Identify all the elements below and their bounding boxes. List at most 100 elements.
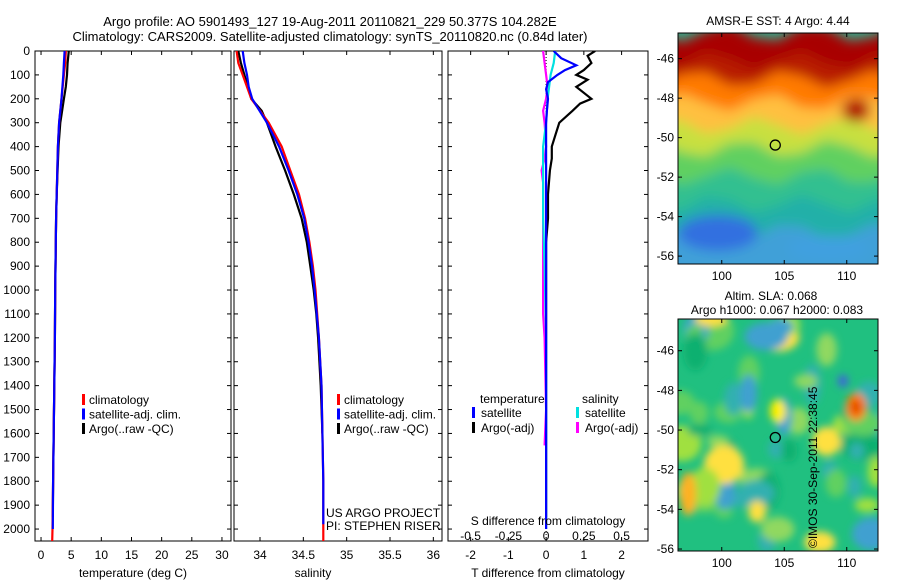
legend-title: temperature bbox=[480, 392, 545, 406]
y-tick-label: 700 bbox=[10, 211, 30, 225]
y-tick-label: 1800 bbox=[3, 474, 30, 488]
x-tick-label: 34.5 bbox=[292, 548, 316, 562]
legend-label: satellite-adj. clim. bbox=[344, 408, 436, 422]
y-tick-label: 1500 bbox=[3, 403, 30, 417]
profile-panel-1: 0100200300400500600700800900100011001200… bbox=[3, 44, 232, 580]
map-frame bbox=[677, 318, 879, 552]
series-line-1 bbox=[544, 51, 579, 529]
legend-label: Argo(..raw -QC) bbox=[89, 422, 174, 436]
x-tick-label: 0 bbox=[38, 548, 45, 562]
legend-label: Argo(-adj) bbox=[585, 421, 638, 435]
x-tick-label: 35.5 bbox=[378, 548, 402, 562]
axes-box bbox=[447, 50, 649, 542]
y-tick-label: 1900 bbox=[3, 498, 30, 512]
y-tick-label: 1400 bbox=[3, 379, 30, 393]
legend-swatch bbox=[472, 407, 475, 418]
annotation-text: US ARGO PROJECT bbox=[326, 506, 441, 520]
x-tick-label: 110 bbox=[837, 269, 856, 283]
y-tick-label: 2000 bbox=[3, 522, 30, 536]
legend-swatch bbox=[472, 422, 475, 433]
heatmap-field bbox=[678, 319, 878, 551]
x-tick-label: 15 bbox=[125, 548, 139, 562]
map-frame bbox=[677, 32, 879, 265]
title-line-1: Argo profile: AO 5901493_127 19-Aug-2011… bbox=[103, 14, 557, 29]
map-title: Altim. SLA: 0.068 bbox=[725, 289, 818, 303]
y-tick-label: -50 bbox=[657, 131, 675, 145]
copyright-stamp: ©IMOS 30-Sep-2011 22:38:45 bbox=[806, 386, 820, 548]
x-tick-label: -1 bbox=[503, 548, 514, 562]
legend-label: satellite-adj. clim. bbox=[89, 408, 181, 422]
heatmap-field bbox=[678, 33, 878, 264]
y-tick-label: -52 bbox=[657, 170, 675, 184]
s-axis-group: S difference from climatology-0.5 -0.25 0 0… bbox=[460, 514, 630, 543]
x-tick-label: 30 bbox=[215, 548, 229, 562]
x-tick-label: 0 bbox=[543, 548, 550, 562]
s-axis-label: S difference from climatology bbox=[471, 514, 626, 528]
legend-label: climatology bbox=[89, 393, 149, 407]
legend-3: temperature salinitysatelliteArgo(-adj)sa… bbox=[472, 392, 638, 435]
y-tick-label: -48 bbox=[657, 383, 675, 397]
y-tick-label: 600 bbox=[10, 187, 30, 201]
profile-panel-2: 34 34.5 35 35.5 36 salinity bbox=[233, 50, 443, 580]
x-tick-label: 36 bbox=[427, 548, 441, 562]
s-tick-label: -0.5 bbox=[460, 529, 481, 543]
legend-swatch bbox=[337, 423, 340, 434]
map-title: AMSR-E SST: 4 Argo: 4.44 bbox=[706, 14, 850, 28]
y-tick-label: 1200 bbox=[3, 331, 30, 345]
legend-swatch bbox=[82, 423, 85, 434]
y-tick-label: -56 bbox=[657, 249, 675, 263]
y-tick-label: -54 bbox=[657, 210, 675, 224]
y-tick-label: 1600 bbox=[3, 426, 30, 440]
y-tick-label: 900 bbox=[10, 259, 30, 273]
x-tick-label: 25 bbox=[185, 548, 199, 562]
y-tick-label: -46 bbox=[657, 52, 675, 66]
x-tick-label: 1 bbox=[581, 548, 588, 562]
legend-swatch bbox=[337, 394, 340, 405]
series-group bbox=[51, 51, 70, 541]
map-subtitle: Argo h1000: 0.067 h2000: 0.083 bbox=[691, 303, 863, 317]
y-tick-label: 300 bbox=[10, 116, 30, 130]
x-tick-label: -2 bbox=[465, 548, 476, 562]
y-tick-label: 1700 bbox=[3, 450, 30, 464]
legend-label: satellite bbox=[481, 406, 522, 420]
y-tick-label: 0 bbox=[23, 44, 30, 58]
argo-location-marker bbox=[769, 139, 781, 151]
s-tick-label: -0.25 bbox=[495, 529, 523, 543]
x-tick-label: 110 bbox=[837, 556, 856, 570]
y-tick-label: 800 bbox=[10, 235, 30, 249]
y-tick-label: 1100 bbox=[4, 307, 30, 321]
title-line-2: Climatology: CARS2009. Satellite-adjuste… bbox=[72, 29, 588, 44]
y-tick-label: 1300 bbox=[3, 355, 30, 369]
y-tick-label: -52 bbox=[657, 463, 675, 477]
y-tick-label: -50 bbox=[657, 423, 675, 437]
map-panel-1: 100 105 110 -46 -48 -50 -52 -54 -56 AMSR-E SST: 4… bbox=[657, 14, 879, 283]
legend-swatch bbox=[576, 422, 579, 433]
x-tick-label: 5 bbox=[68, 548, 75, 562]
y-tick-label: 400 bbox=[10, 140, 30, 154]
y-tick-label: 500 bbox=[10, 164, 30, 178]
y-tick-label: 100 bbox=[10, 68, 30, 82]
x-tick-label: 35 bbox=[340, 548, 354, 562]
series-group bbox=[235, 51, 325, 541]
x-tick-label: 34 bbox=[253, 548, 267, 562]
legend-label: satellite bbox=[585, 406, 626, 420]
x-axis-label: salinity bbox=[295, 566, 332, 580]
map-panel-2: 100 105 110 -46 -48 -50 -52 -54 -56 Altim. SLA: 0… bbox=[657, 289, 879, 570]
s-tick-label: 0.5 bbox=[613, 529, 630, 543]
x-tick-label: 105 bbox=[774, 556, 794, 570]
y-tick-label: 1000 bbox=[3, 283, 30, 297]
legend-label: Argo(-adj) bbox=[481, 421, 534, 435]
series-group bbox=[540, 51, 596, 529]
x-tick-label: 20 bbox=[155, 548, 169, 562]
legend-swatch bbox=[337, 408, 340, 420]
legend-swatch bbox=[82, 408, 85, 420]
s-tick-label: 0.25 bbox=[572, 529, 596, 543]
x-tick-label: 2 bbox=[618, 548, 625, 562]
legend-swatch bbox=[576, 407, 579, 418]
axes-box bbox=[233, 50, 443, 542]
legend-swatch bbox=[82, 394, 85, 405]
x-tick-label: 100 bbox=[712, 269, 732, 283]
